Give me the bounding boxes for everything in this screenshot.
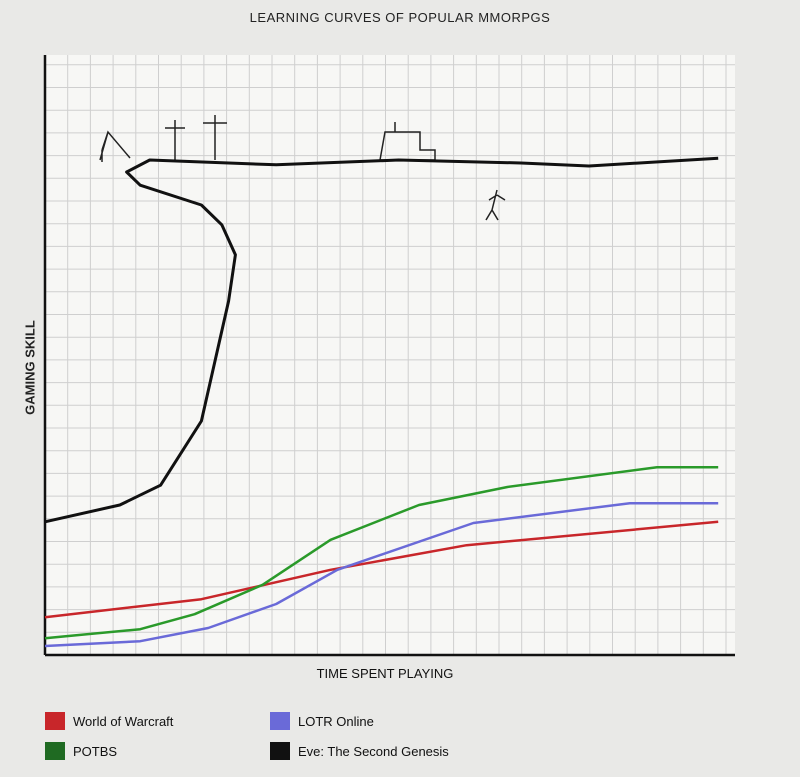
x-axis-label: TIME SPENT PLAYING: [316, 666, 454, 681]
legend-item-potbs: POTBS: [45, 742, 117, 760]
legend-item-lotr: LOTR Online: [270, 712, 374, 730]
series-line-lotr-online: [44, 501, 719, 648]
legend-swatch: [270, 712, 290, 730]
legend-item-wow: World of Warcraft: [45, 712, 173, 730]
legend-label: Eve: The Second Genesis: [298, 743, 449, 759]
legend-item-eve: Eve: The Second Genesis: [270, 742, 449, 760]
grid: [44, 55, 735, 656]
falling-figure-icon: [485, 189, 506, 221]
series-line-eve-the-second-genesis: [44, 156, 719, 524]
legend-swatch: [45, 712, 65, 730]
legend-label: LOTR Online: [298, 713, 374, 729]
legend-label: World of Warcraft: [73, 713, 174, 729]
gallows-icon: [99, 130, 131, 162]
plot-background: [45, 55, 735, 655]
legend-swatch: [270, 742, 290, 760]
legend-label: POTBS: [73, 743, 118, 759]
chart-title: LEARNING CURVES OF POPULAR MMORPGS: [249, 10, 551, 25]
series-line-potbs: [44, 465, 719, 640]
y-axis-label: GAMING SKILL: [22, 320, 38, 415]
cross-icon: [165, 115, 227, 160]
legend-swatch: [45, 742, 65, 760]
series-line-world-of-warcraft: [44, 520, 719, 619]
axes: [43, 55, 735, 657]
